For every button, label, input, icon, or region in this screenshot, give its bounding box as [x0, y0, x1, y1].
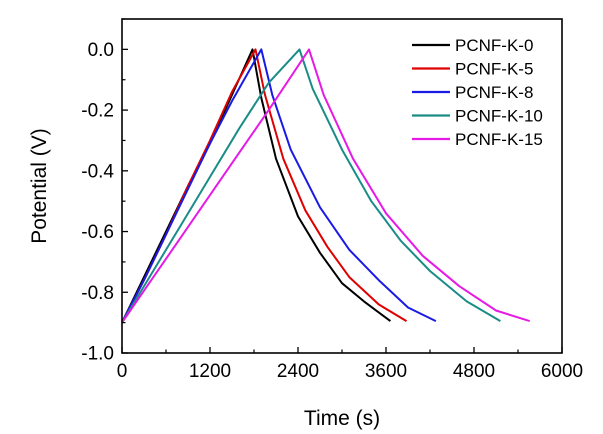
legend: PCNF-K-0 PCNF-K-5 PCNF-K-8 PCNF-K-10 PCNF-K-…	[412, 36, 543, 149]
legend-label-1: PCNF-K-5	[455, 60, 533, 79]
x-tick-label: 0	[117, 361, 128, 382]
series-line-0	[121, 48, 391, 324]
x-tick-label: 2400	[277, 361, 319, 382]
y-axis-title: Potential (V)	[28, 128, 51, 244]
y-tick-label: -0.6	[81, 222, 114, 243]
y-tick-label: -0.8	[81, 283, 114, 304]
x-tick-label: 4800	[453, 361, 495, 382]
x-tick-label: 1200	[189, 361, 231, 382]
x-tick-label: 6000	[541, 361, 583, 382]
legend-label-4: PCNF-K-15	[455, 130, 543, 149]
y-tick-label: -0.2	[81, 101, 114, 122]
y-tick-label: -0.4	[81, 161, 114, 182]
y-tick-label: 0.0	[88, 40, 114, 61]
series-layer	[121, 48, 531, 324]
x-axis-title: Time (s)	[304, 407, 380, 430]
legend-label-3: PCNF-K-10	[455, 107, 543, 126]
series-line-4	[121, 48, 531, 324]
series-line-3	[121, 48, 501, 324]
legend-label-2: PCNF-K-8	[455, 83, 533, 102]
legend-label-0: PCNF-K-0	[455, 36, 533, 55]
x-tick-label: 3600	[365, 361, 407, 382]
axes-layer: 0 1200 2400 3600 4800 6000 -1.0 -0.8 -0.6 -0.4 -0.…	[81, 18, 583, 382]
series-line-2	[121, 48, 437, 324]
y-tick-label: -1.0	[81, 344, 114, 365]
